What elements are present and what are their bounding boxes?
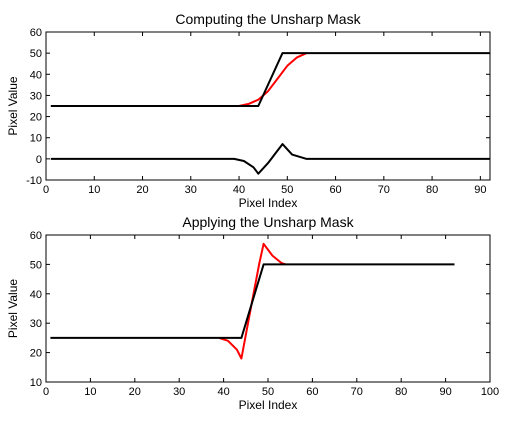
x-tick-label: 30 <box>185 184 197 196</box>
y-tick-label: 60 <box>30 27 42 39</box>
x-tick-label: 40 <box>217 386 229 398</box>
x-tick-label: 10 <box>84 386 96 398</box>
y-tick-label: 40 <box>30 69 42 81</box>
y-tick-label: 60 <box>30 230 42 242</box>
series-line-2 <box>50 263 455 339</box>
x-tick-label: 50 <box>262 386 274 398</box>
y-tick-label: 50 <box>30 48 42 60</box>
x-tick-label: 80 <box>395 386 407 398</box>
x-tick-label: 40 <box>233 184 245 196</box>
bottom-plot: 0 10 20 30 40 50 60 70 80 90 100102030405060Applyi… <box>6 214 499 412</box>
x-tick-label: 20 <box>136 184 148 196</box>
y-tick-label: 0 <box>36 154 42 166</box>
top-plot: 0 10 20 30 40 50 60 70 80 90-100102030405060Compu… <box>6 11 491 210</box>
x-axis-label: Pixel Index <box>239 196 298 210</box>
series-line-1 <box>238 52 308 107</box>
x-tick-label: 90 <box>439 386 451 398</box>
y-tick-label: 20 <box>30 112 42 124</box>
series-line-1 <box>218 242 287 360</box>
axes-box <box>45 234 491 383</box>
chart-title: Applying the Unsharp Mask <box>182 214 354 230</box>
x-tick-label: 30 <box>173 386 185 398</box>
x-tick-label: 90 <box>474 184 486 196</box>
y-tick-label: -10 <box>26 175 42 187</box>
x-tick-label: 20 <box>129 386 141 398</box>
x-axis-label: Pixel Index <box>239 398 298 412</box>
y-tick-label: 10 <box>30 133 42 145</box>
y-tick-label: 30 <box>30 318 42 330</box>
y-tick-label: 30 <box>30 90 42 102</box>
x-tick-label: 60 <box>306 386 318 398</box>
chart-title: Computing the Unsharp Mask <box>175 11 361 27</box>
y-tick-label: 10 <box>30 377 42 389</box>
x-tick-label: 0 <box>43 184 49 196</box>
x-tick-label: 70 <box>378 184 390 196</box>
series-line-3 <box>50 143 490 175</box>
y-tick-label: 40 <box>30 289 42 301</box>
y-axis-label: Pixel Value <box>6 279 20 338</box>
x-tick-label: 0 <box>43 386 49 398</box>
x-tick-label: 60 <box>329 184 341 196</box>
x-tick-label: 50 <box>281 184 293 196</box>
y-tick-label: 50 <box>30 259 42 271</box>
x-tick-label: 100 <box>481 386 499 398</box>
x-tick-label: 70 <box>351 386 363 398</box>
x-tick-label: 80 <box>426 184 438 196</box>
y-axis-label: Pixel Value <box>6 76 20 135</box>
series-line-2 <box>50 52 490 107</box>
x-tick-label: 10 <box>88 184 100 196</box>
y-tick-label: 20 <box>30 348 42 360</box>
